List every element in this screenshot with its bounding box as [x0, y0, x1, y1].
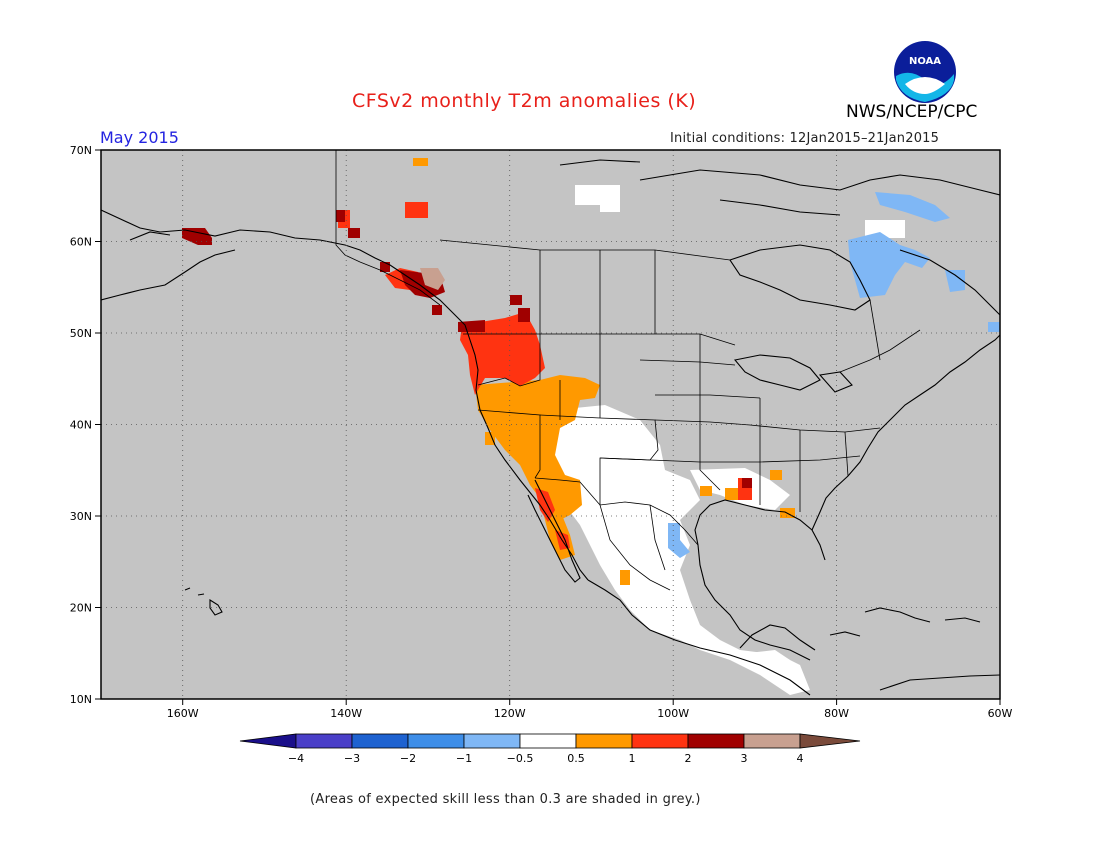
legend-swatch	[743, 733, 801, 749]
legend-swatch	[631, 733, 689, 749]
legend-arrow-left	[239, 733, 297, 749]
legend-label: −3	[344, 752, 360, 765]
lat-tick-label: 10N	[70, 693, 92, 706]
coastlines	[101, 159, 1000, 696]
legend-swatch	[575, 733, 633, 749]
initial-conditions: Initial conditions: 12Jan2015–21Jan2015	[670, 131, 940, 146]
warm-anomaly-brown	[420, 268, 445, 290]
legend-arrow-right	[799, 733, 861, 749]
legend-label: −4	[288, 752, 304, 765]
lon-tick-label: 140W	[330, 707, 362, 720]
lon-tick-label: 100W	[657, 707, 689, 720]
legend-label: −2	[400, 752, 416, 765]
lat-tick-label: 50N	[70, 327, 92, 340]
footnote: (Areas of expected skill less than 0.3 a…	[310, 792, 701, 807]
legend-label: 0.5	[567, 752, 585, 765]
warm-anomaly-darkred	[182, 210, 752, 488]
legend-swatch	[351, 733, 409, 749]
legend-label: −0.5	[507, 752, 534, 765]
legend-label: 2	[685, 752, 692, 765]
political-boundaries	[335, 150, 921, 591]
lat-tick-label: 40N	[70, 419, 92, 432]
noaa-logo: NOAA	[894, 41, 956, 103]
legend-swatch	[519, 733, 577, 749]
legend-swatch	[687, 733, 745, 749]
legend-swatch	[295, 733, 353, 749]
legend-swatch	[407, 733, 465, 749]
legend-label: 4	[797, 752, 804, 765]
agency-label: NWS/NCEP/CPC	[846, 102, 978, 122]
legend-label: 1	[629, 752, 636, 765]
lat-tick-label: 20N	[70, 602, 92, 615]
lon-tick-label: 80W	[824, 707, 849, 720]
forecast-month: May 2015	[100, 128, 179, 147]
tick-marks	[95, 149, 1001, 705]
legend-swatch	[463, 733, 521, 749]
lon-tick-label: 60W	[988, 707, 1013, 720]
lat-tick-label: 60N	[70, 236, 92, 249]
legend-label: 3	[741, 752, 748, 765]
chart-title: CFSv2 monthly T2m anomalies (K)	[352, 90, 697, 112]
lon-tick-label: 120W	[494, 707, 526, 720]
lon-tick-label: 160W	[167, 707, 199, 720]
svg-text:NOAA: NOAA	[909, 56, 941, 67]
lat-tick-label: 70N	[70, 144, 92, 157]
legend-label: −1	[456, 752, 472, 765]
color-legend	[239, 733, 861, 749]
cool-anomaly-areas	[668, 192, 1000, 558]
lat-tick-label: 30N	[70, 510, 92, 523]
